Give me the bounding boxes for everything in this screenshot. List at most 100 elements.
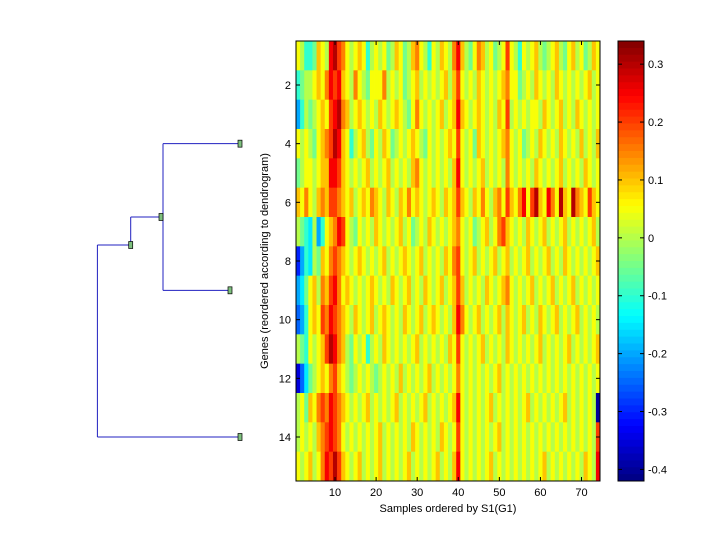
heatmap-cell: [402, 41, 408, 71]
heatmap-cell: [480, 422, 486, 453]
heatmap-cell: [382, 305, 387, 335]
heatmap-cell: [472, 246, 478, 277]
heatmap-cell: [439, 70, 445, 101]
heatmap-cell: [361, 422, 367, 453]
heatmap-cell: [567, 451, 572, 482]
heatmap-cell: [402, 451, 408, 482]
heatmap-cell: [369, 334, 375, 365]
heatmap-cell: [349, 70, 354, 101]
colorbar: [618, 41, 644, 482]
heatmap-cell: [501, 422, 506, 453]
heatmap-cell: [324, 187, 330, 218]
heatmap-cell: [489, 334, 494, 365]
heatmap-cell: [357, 451, 363, 482]
heatmap-cell: [316, 129, 321, 159]
heatmap-cell: [328, 217, 334, 247]
heatmap-cell: [415, 334, 420, 365]
heatmap-cell: [558, 422, 564, 453]
heatmap-cell: [554, 41, 560, 71]
heatmap-cell: [439, 275, 445, 306]
heatmap-cell: [530, 275, 535, 306]
heatmap-cell: [304, 129, 309, 159]
heatmap-cell: [427, 422, 432, 453]
heatmap-cell: [513, 70, 519, 101]
heatmap-cell: [394, 187, 400, 218]
heatmap-cell: [542, 363, 547, 394]
heatmap-cell: [583, 393, 589, 423]
colorbar-segment: [618, 439, 644, 448]
heatmap-cell: [374, 305, 379, 335]
heatmap-cell: [550, 393, 556, 423]
colorbar-segment: [618, 171, 644, 179]
heatmap-cell: [452, 275, 457, 306]
heatmap-cell: [390, 451, 395, 482]
heatmap-cell: [361, 451, 367, 482]
heatmap-cell: [361, 129, 367, 159]
heatmap-cell: [571, 187, 576, 218]
heatmap-cell: [579, 275, 584, 306]
heatmap-cell: [402, 246, 408, 277]
heatmap-cell: [423, 422, 428, 453]
heatmap-cell: [361, 41, 367, 71]
heatmap-cell: [349, 158, 354, 189]
heatmap-cell: [312, 422, 317, 453]
heatmap-cell: [398, 70, 404, 101]
heatmap-cell: [398, 99, 404, 130]
colorbar-tick-label: 0.3: [648, 59, 663, 71]
heatmap-cell: [439, 158, 445, 189]
heatmap-cell: [324, 393, 330, 423]
colorbar-segment: [618, 96, 644, 104]
heatmap-cell: [443, 41, 449, 71]
heatmap-cell: [526, 158, 531, 189]
heatmap-cell: [328, 187, 334, 218]
heatmap-cell: [369, 158, 375, 189]
heatmap-cell: [575, 129, 580, 159]
heatmap-cell: [534, 246, 539, 277]
heatmap-cell: [579, 422, 584, 453]
colorbar-segment: [618, 350, 644, 358]
heatmap-cell: [328, 99, 334, 130]
heatmap-cell: [443, 334, 449, 365]
heatmap-cell: [501, 275, 506, 306]
heatmap-cell: [550, 451, 556, 482]
colorbar-segment: [618, 398, 644, 406]
heatmap-cell: [513, 41, 519, 71]
heatmap-cell: [460, 451, 465, 482]
heatmap-cell: [349, 129, 354, 159]
heatmap-cell: [501, 334, 506, 365]
heatmap-cell: [435, 217, 441, 247]
heatmap-cell: [304, 334, 309, 365]
colorbar-segment: [618, 164, 644, 173]
heatmap-cell: [534, 187, 539, 218]
colorbar-segment: [618, 151, 644, 159]
heatmap-cell: [546, 451, 552, 482]
heatmap-cell: [571, 422, 576, 453]
heatmap-cell: [300, 393, 305, 423]
heatmap-cell: [476, 246, 482, 277]
heatmap-cell: [579, 217, 584, 247]
heatmap-cell: [341, 217, 346, 247]
heatmap-cell: [308, 129, 313, 159]
heatmap-cell: [550, 187, 556, 218]
heatmap-cell: [530, 246, 535, 277]
heatmap-cell: [493, 275, 498, 306]
heatmap-cell: [312, 41, 317, 71]
heatmap-cell: [378, 275, 383, 306]
heatmap-cell: [386, 129, 391, 159]
heatmap-cell: [595, 99, 601, 130]
heatmap-cell: [591, 99, 597, 130]
heatmap-cell: [563, 99, 568, 130]
heatmap-cell: [489, 275, 494, 306]
heatmap-cell: [435, 275, 441, 306]
heatmap-cell: [386, 246, 391, 277]
heatmap-cell: [369, 217, 375, 247]
colorbar-tick-label: -0.4: [648, 464, 667, 476]
heatmap-cell: [328, 129, 334, 159]
heatmap-cell: [501, 246, 506, 277]
heatmap-cell: [538, 451, 543, 482]
heatmap-cell: [567, 334, 572, 365]
colorbar-segment: [618, 41, 644, 49]
heatmap-cell: [480, 393, 486, 423]
heatmap-cell: [517, 363, 523, 394]
heatmap-cell: [554, 363, 560, 394]
